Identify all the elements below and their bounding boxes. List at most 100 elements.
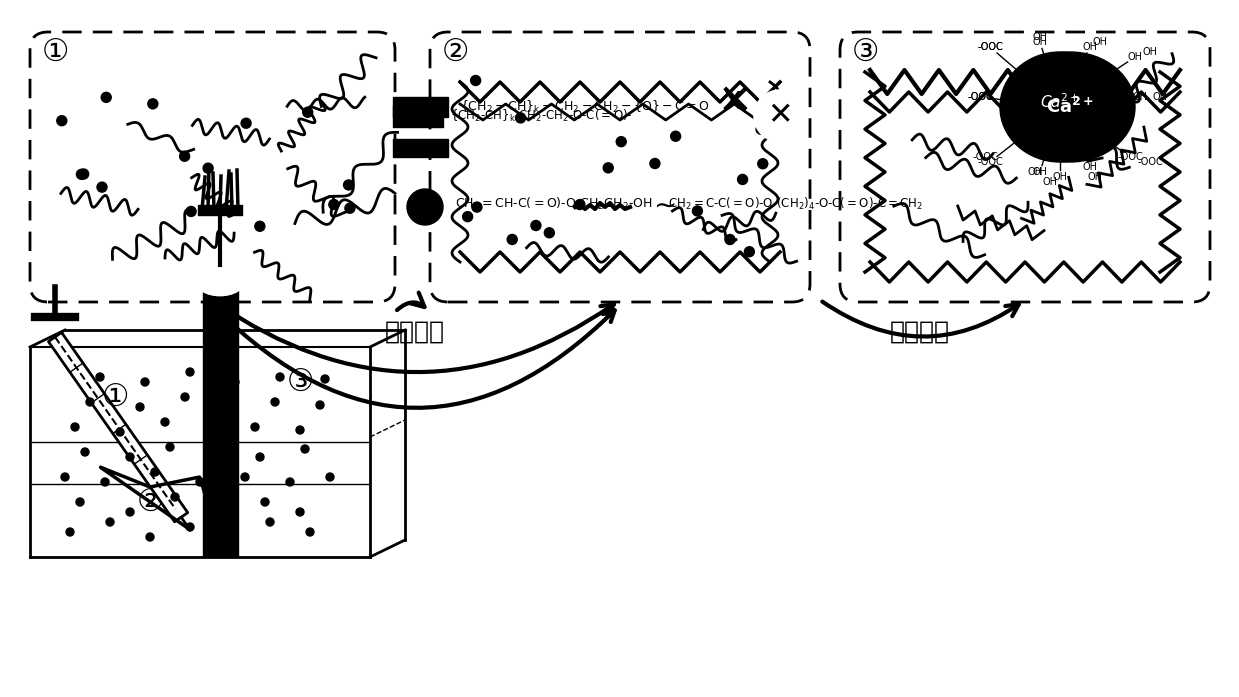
Circle shape xyxy=(85,398,94,406)
Polygon shape xyxy=(48,332,188,522)
Text: OH: OH xyxy=(1032,37,1047,47)
Circle shape xyxy=(306,528,313,536)
Circle shape xyxy=(242,118,252,128)
Circle shape xyxy=(261,498,269,506)
Circle shape xyxy=(151,468,159,476)
Text: -OOC: -OOC xyxy=(978,157,1002,167)
Circle shape xyxy=(507,234,517,245)
Circle shape xyxy=(95,373,104,381)
Circle shape xyxy=(76,498,84,506)
Text: ②: ② xyxy=(136,487,164,516)
Text: OH: OH xyxy=(1042,177,1058,187)
Circle shape xyxy=(181,393,190,401)
Ellipse shape xyxy=(1000,52,1120,162)
Ellipse shape xyxy=(1005,52,1135,162)
Text: $\mathregular{\sim}$: $\mathregular{\sim}$ xyxy=(648,190,675,218)
Circle shape xyxy=(737,174,747,185)
Text: -OOC: -OOC xyxy=(973,152,997,162)
Circle shape xyxy=(252,423,259,431)
Circle shape xyxy=(321,375,330,383)
Circle shape xyxy=(57,116,67,125)
Circle shape xyxy=(225,528,234,536)
Circle shape xyxy=(147,99,157,109)
Bar xyxy=(203,290,238,557)
Text: ③: ③ xyxy=(851,38,878,66)
Circle shape xyxy=(725,234,735,245)
Text: -OOC: -OOC xyxy=(978,42,1002,52)
Text: X: X xyxy=(724,90,742,114)
Circle shape xyxy=(186,523,195,531)
Circle shape xyxy=(166,443,173,451)
Text: ②: ② xyxy=(441,38,468,66)
Circle shape xyxy=(271,398,279,406)
Text: 共价交联: 共价交联 xyxy=(890,320,950,344)
Text: -OOC: -OOC xyxy=(978,42,1002,52)
Circle shape xyxy=(146,533,154,541)
Circle shape xyxy=(515,113,525,123)
Circle shape xyxy=(693,206,703,216)
Circle shape xyxy=(102,92,112,102)
Text: OH: OH xyxy=(1083,42,1098,52)
Circle shape xyxy=(756,124,766,135)
Circle shape xyxy=(472,202,482,212)
Circle shape xyxy=(603,163,613,173)
Text: -OOC: -OOC xyxy=(1137,157,1163,167)
Circle shape xyxy=(196,478,204,486)
Circle shape xyxy=(296,508,304,516)
Circle shape xyxy=(216,503,224,511)
Text: -OOC: -OOC xyxy=(968,92,992,102)
Circle shape xyxy=(532,220,541,231)
Circle shape xyxy=(286,478,294,486)
Circle shape xyxy=(670,131,680,141)
Text: OH: OH xyxy=(1093,37,1108,47)
Circle shape xyxy=(66,528,74,536)
Text: ✕: ✕ xyxy=(717,81,752,123)
Circle shape xyxy=(575,199,585,210)
Text: OH: OH xyxy=(1142,47,1157,57)
Text: -OOC: -OOC xyxy=(1118,152,1142,162)
Text: ①: ① xyxy=(41,38,68,66)
Circle shape xyxy=(344,204,354,213)
Circle shape xyxy=(161,418,169,426)
Text: OH: OH xyxy=(1127,52,1142,62)
Circle shape xyxy=(296,426,304,434)
Bar xyxy=(393,139,449,157)
Text: ①: ① xyxy=(102,383,129,411)
Circle shape xyxy=(301,445,309,453)
Circle shape xyxy=(650,158,660,169)
Text: OH: OH xyxy=(1152,92,1167,102)
Circle shape xyxy=(126,508,134,516)
Bar xyxy=(393,97,449,117)
Text: $\mathregular{Ca^{2+}}$: $\mathregular{Ca^{2+}}$ xyxy=(1046,97,1094,117)
Circle shape xyxy=(544,228,554,238)
Circle shape xyxy=(256,453,264,461)
Circle shape xyxy=(328,199,338,210)
Circle shape xyxy=(186,206,196,217)
Circle shape xyxy=(71,423,79,431)
Circle shape xyxy=(186,368,195,376)
Text: $\mathregular{CH_2{=}CH\text{-}C(=O)\text{-}O\text{-}CH_2CH_2\text{-}OH}$: $\mathregular{CH_2{=}CH\text{-}C(=O)\tex… xyxy=(455,196,653,212)
Circle shape xyxy=(616,137,626,146)
Circle shape xyxy=(230,378,239,386)
Circle shape xyxy=(203,163,213,173)
Circle shape xyxy=(180,151,190,161)
Circle shape xyxy=(302,107,312,117)
Circle shape xyxy=(266,518,274,526)
Bar xyxy=(393,105,444,127)
Circle shape xyxy=(77,169,87,179)
Text: OH: OH xyxy=(1083,162,1098,172)
Text: OH: OH xyxy=(1088,172,1103,182)
Text: OH: OH xyxy=(1052,172,1068,182)
Circle shape xyxy=(141,378,149,386)
Circle shape xyxy=(81,448,89,456)
Circle shape xyxy=(242,473,249,481)
Circle shape xyxy=(116,428,124,436)
Circle shape xyxy=(462,212,472,222)
Circle shape xyxy=(326,473,335,481)
Text: $Ca^{2+}$: $Ca^{2+}$ xyxy=(1041,93,1079,112)
Circle shape xyxy=(471,75,481,86)
Text: 离子交联: 离子交联 xyxy=(385,320,445,344)
Circle shape xyxy=(107,518,114,526)
Circle shape xyxy=(102,478,109,486)
Circle shape xyxy=(171,493,178,501)
